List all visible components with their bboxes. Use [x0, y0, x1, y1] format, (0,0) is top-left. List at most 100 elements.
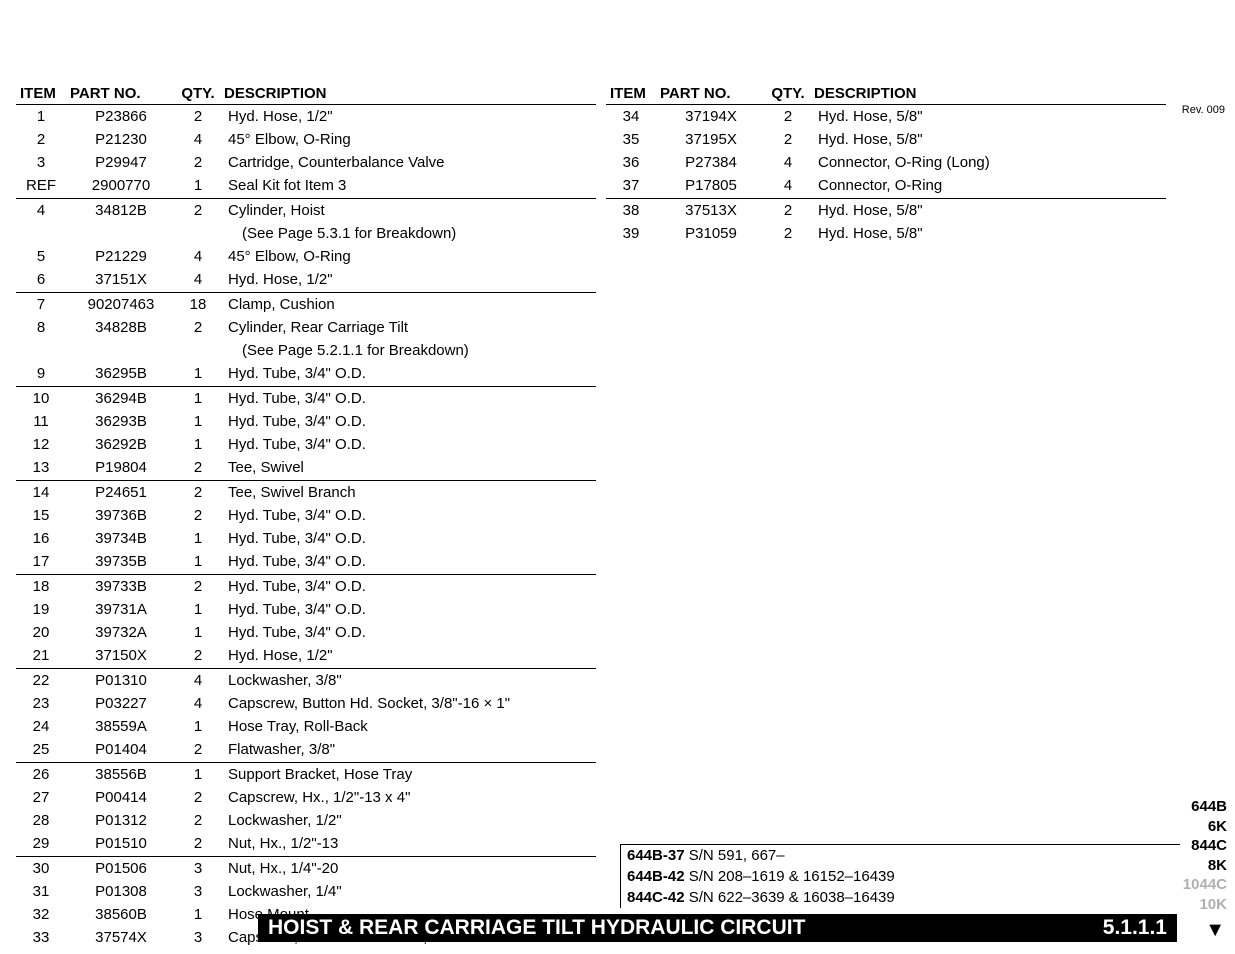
header-item: ITEM: [16, 85, 66, 105]
cell-item: 25: [16, 739, 66, 763]
cell-partno: P21230: [66, 128, 176, 151]
cell-qty: 1: [176, 763, 220, 787]
cell-item: 8: [16, 316, 66, 339]
cell-desc: Hyd. Hose, 5/8": [810, 105, 1166, 129]
table-row: 79020746318Clamp, Cushion: [16, 293, 596, 317]
cell-desc: Hyd. Tube, 3/4" O.D.: [220, 410, 596, 433]
cell-item: 7: [16, 293, 66, 317]
cell-partno: 34828B: [66, 316, 176, 339]
cell-item: 6: [16, 269, 66, 293]
cell-partno: 90207463: [66, 293, 176, 317]
cell-desc: Cartridge, Counterbalance Valve: [220, 152, 596, 175]
cell-item: 26: [16, 763, 66, 787]
table-row: 834828B2Cylinder, Rear Carriage Tilt: [16, 316, 596, 339]
table-row: 2P21230445° Elbow, O-Ring: [16, 128, 596, 151]
cell-qty: 2: [176, 833, 220, 857]
cell-item: 17: [16, 551, 66, 575]
model-label: 644B: [1183, 797, 1227, 817]
cell-desc: Hyd. Hose, 1/2": [220, 269, 596, 293]
cell-partno: P01312: [66, 810, 176, 833]
cell-item: 29: [16, 833, 66, 857]
cell-desc: Hyd. Hose, 1/2": [220, 105, 596, 129]
parts-content: ITEM PART NO. QTY. DESCRIPTION 1P238662H…: [16, 85, 1175, 950]
table-row: 30P015063Nut, Hx., 1/4"-20: [16, 857, 596, 881]
cell-partno: 37151X: [66, 269, 176, 293]
cell-item: 16: [16, 528, 66, 551]
cell-desc: Hyd. Tube, 3/4" O.D.: [220, 551, 596, 575]
cell-qty: 3: [176, 857, 220, 881]
cell-partno: P01308: [66, 880, 176, 903]
cell-item: 22: [16, 669, 66, 693]
cell-qty: 1: [176, 622, 220, 645]
page-down-icon: ▼: [1205, 919, 1225, 942]
cell-desc: Hyd. Tube, 3/4" O.D.: [220, 504, 596, 527]
cell-desc: Hyd. Tube, 3/4" O.D.: [220, 528, 596, 551]
cell-desc: Tee, Swivel: [220, 457, 596, 481]
table-row: 27P004142Capscrew, Hx., 1/2"-13 x 4": [16, 786, 596, 809]
cell-partno: P03227: [66, 692, 176, 715]
table-row: (See Page 5.3.1 for Breakdown): [16, 222, 596, 245]
cell-item: 5: [16, 246, 66, 269]
cell-qty: 1: [176, 363, 220, 387]
cell-desc: 45° Elbow, O-Ring: [220, 128, 596, 151]
cell-item: 35: [606, 128, 656, 151]
cell-partno: 2900770: [66, 175, 176, 199]
table-row: 2438559A1Hose Tray, Roll-Back: [16, 716, 596, 739]
footer-section: 5.1.1.1: [1103, 916, 1167, 940]
cell-qty: 2: [766, 199, 810, 223]
cell-desc: Hyd. Tube, 3/4" O.D.: [220, 598, 596, 621]
cell-partno: P00414: [66, 786, 176, 809]
cell-partno: 38556B: [66, 763, 176, 787]
cell-partno: 37150X: [66, 645, 176, 669]
cell-qty: 2: [176, 575, 220, 599]
cell-desc: Hyd. Tube, 3/4" O.D.: [220, 622, 596, 645]
header-qty: QTY.: [766, 85, 810, 105]
cell-item: REF: [16, 175, 66, 199]
cell-item: 3: [16, 152, 66, 175]
table-row: 637151X4Hyd. Hose, 1/2": [16, 269, 596, 293]
cell-desc: Seal Kit fot Item 3: [220, 175, 596, 199]
cell-item: 13: [16, 457, 66, 481]
cell-item: 39: [606, 222, 656, 245]
cell-partno: 37194X: [656, 105, 766, 129]
cell-partno: P23866: [66, 105, 176, 129]
cell-partno: [66, 340, 176, 363]
cell-qty: 2: [176, 105, 220, 129]
cell-partno: 39735B: [66, 551, 176, 575]
cell-desc: Hyd. Tube, 3/4" O.D.: [220, 434, 596, 457]
cell-desc: Hyd. Hose, 5/8": [810, 128, 1166, 151]
cell-item: 9: [16, 363, 66, 387]
cell-desc: Cylinder, Rear Carriage Tilt: [220, 316, 596, 339]
table-row: 14P246512Tee, Swivel Branch: [16, 481, 596, 505]
header-qty: QTY.: [176, 85, 220, 105]
cell-qty: 2: [176, 481, 220, 505]
cell-desc: Tee, Swivel Branch: [220, 481, 596, 505]
table-row: 13P198042Tee, Swivel: [16, 457, 596, 481]
cell-desc: Cylinder, Hoist: [220, 199, 596, 223]
cell-qty: 1: [176, 551, 220, 575]
table-row: 3437194X2Hyd. Hose, 5/8": [606, 105, 1166, 129]
cell-item: 12: [16, 434, 66, 457]
serial-line: 644B-37 S/N 591, 667–: [621, 845, 1180, 866]
cell-qty: 2: [176, 786, 220, 809]
cell-partno: P01310: [66, 669, 176, 693]
cell-qty: 18: [176, 293, 220, 317]
cell-partno: 36295B: [66, 363, 176, 387]
cell-qty: 2: [176, 504, 220, 527]
table-row: 28P013122Lockwasher, 1/2": [16, 810, 596, 833]
cell-item: 31: [16, 880, 66, 903]
cell-qty: 1: [176, 716, 220, 739]
parts-table-left: ITEM PART NO. QTY. DESCRIPTION 1P238662H…: [16, 85, 596, 950]
table-row: 2039732A1Hyd. Tube, 3/4" O.D.: [16, 622, 596, 645]
cell-qty: [176, 222, 220, 245]
table-row: 3837513X2Hyd. Hose, 5/8": [606, 199, 1166, 223]
footer-title-bar: HOIST & REAR CARRIAGE TILT HYDRAULIC CIR…: [258, 914, 1177, 942]
cell-qty: 2: [176, 457, 220, 481]
cell-partno: P27384: [656, 152, 766, 175]
cell-partno: 39734B: [66, 528, 176, 551]
parts-table-right: ITEM PART NO. QTY. DESCRIPTION 3437194X2…: [606, 85, 1166, 246]
cell-partno: 37513X: [656, 199, 766, 223]
cell-item: 34: [606, 105, 656, 129]
table-row: 5P21229445° Elbow, O-Ring: [16, 246, 596, 269]
cell-qty: 2: [766, 222, 810, 245]
